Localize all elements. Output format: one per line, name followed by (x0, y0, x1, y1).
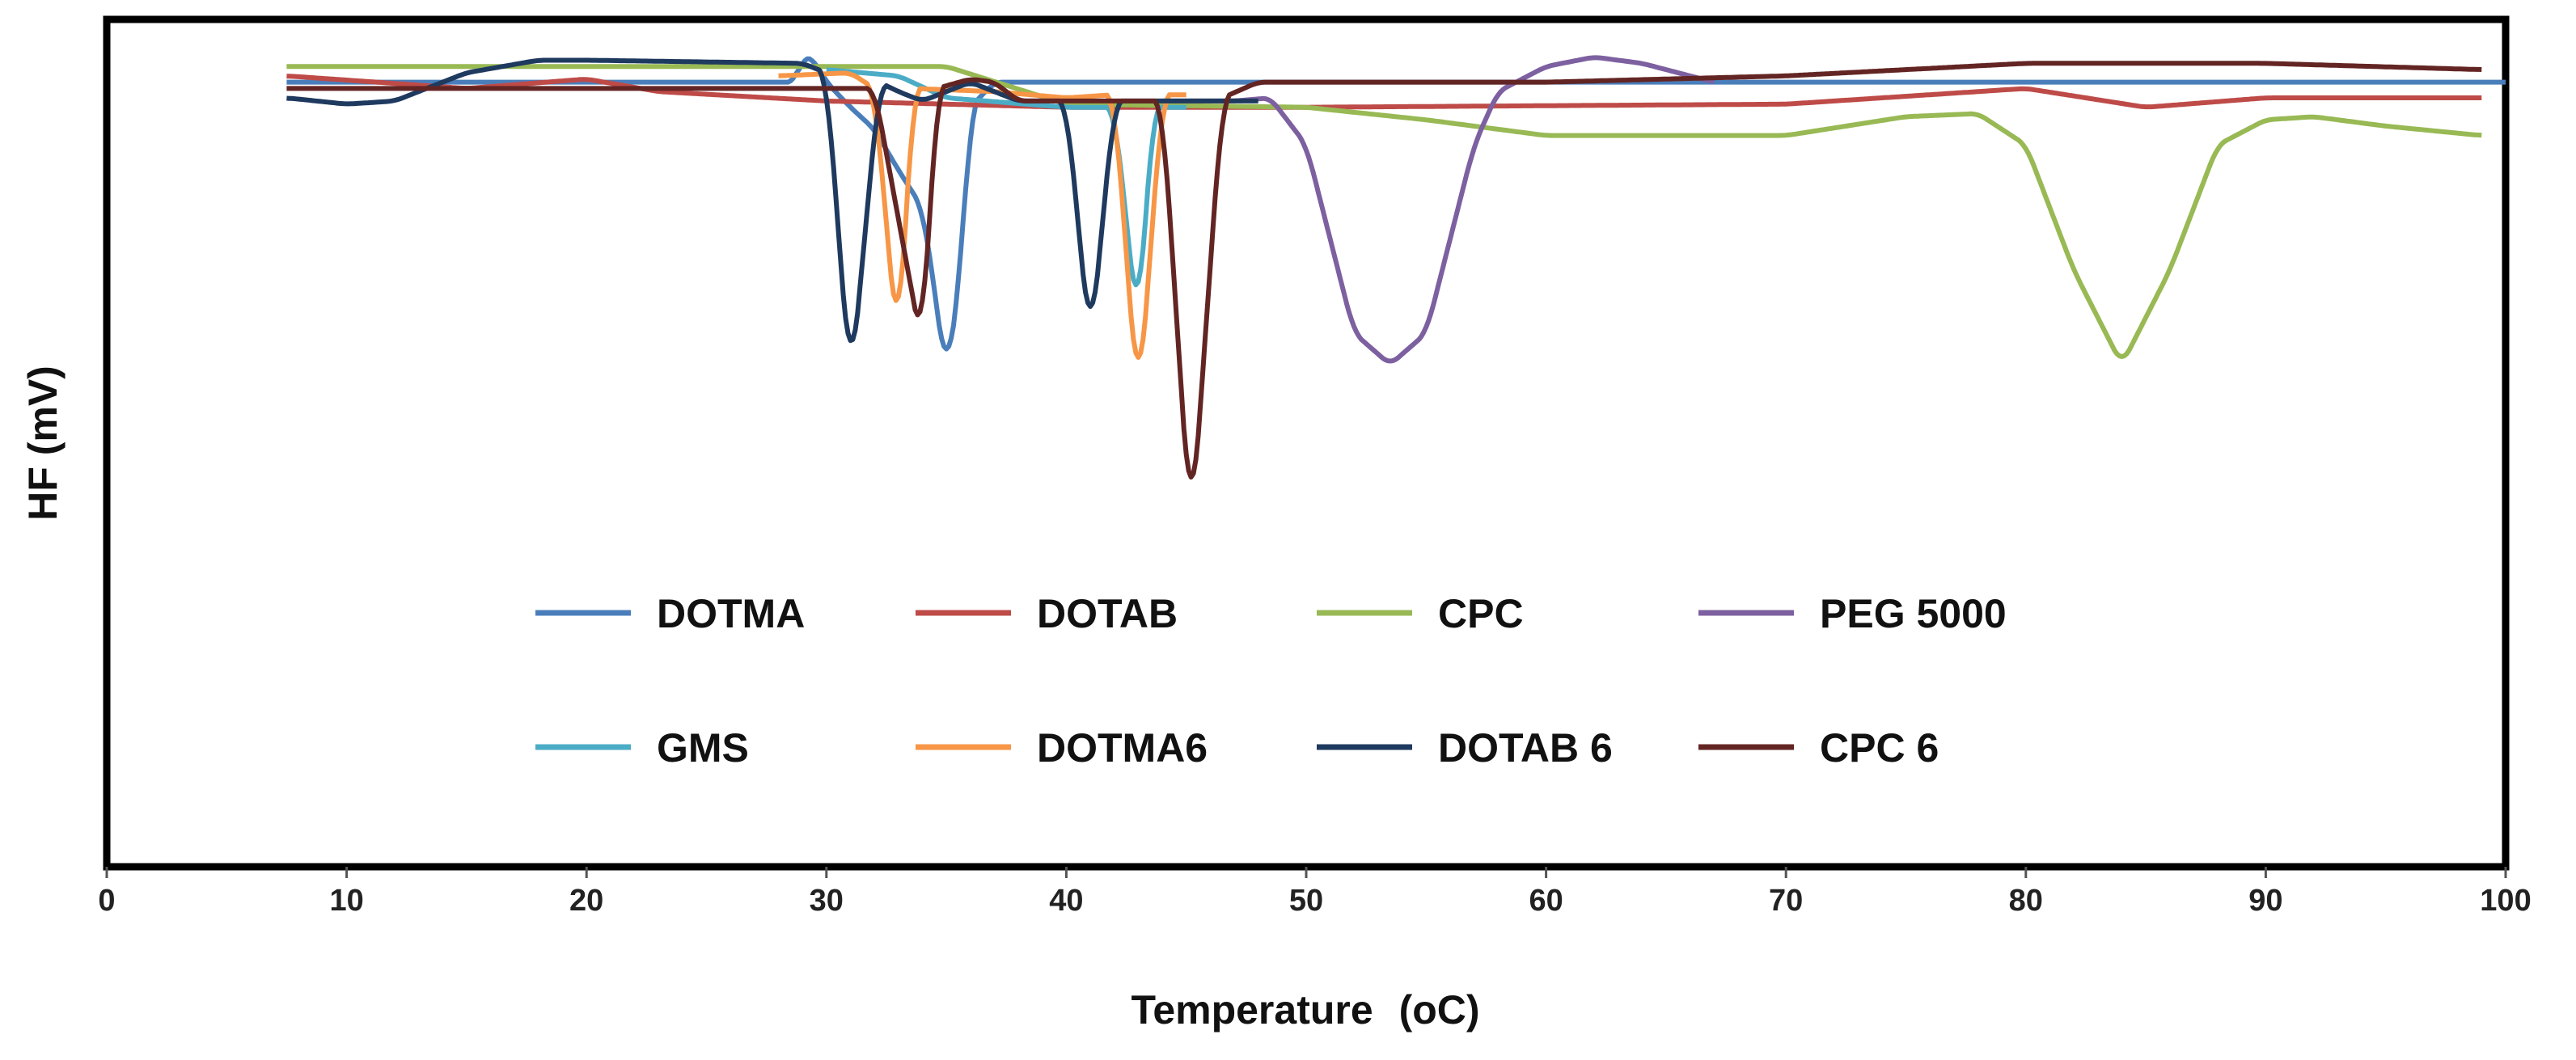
series-line-gms (826, 67, 1186, 288)
series-line-dotab-6 (286, 57, 1258, 344)
x-tick-label: 90 (2248, 884, 2282, 918)
series-line-cpc (286, 64, 2482, 359)
series-line-dotma (286, 56, 2506, 352)
legend: DOTMA DOTAB CPC PEG 5000 GMS DOTMA6 DOTAB 6 CPC… (535, 591, 2007, 771)
x-tick-label: 10 (329, 884, 363, 918)
x-tick-label: 0 (98, 884, 115, 918)
legend-label: CPC 6 (1820, 725, 1939, 771)
series-lines (286, 55, 2506, 480)
x-tick-label: 60 (1529, 884, 1563, 918)
x-tick-label: 70 (1769, 884, 1803, 918)
x-axis-title-text: Temperature (1131, 987, 1373, 1033)
legend-label: DOTMA6 (1037, 725, 1208, 771)
legend-label: GMS (657, 725, 749, 771)
x-tick-label: 50 (1289, 884, 1323, 918)
legend-label: DOTAB 6 (1438, 725, 1613, 771)
x-tick-label: 30 (810, 884, 844, 918)
legend-label: DOTAB (1037, 591, 1178, 636)
x-axis-title: Temperature (oC) (1131, 987, 1479, 1033)
series-line-dotma6 (778, 70, 1186, 360)
x-axis: 0 10 20 30 40 50 60 70 80 90 100 (98, 867, 2532, 918)
x-axis-title-unit: (oC) (1399, 987, 1480, 1033)
x-tick-label: 100 (2480, 884, 2531, 918)
legend-label: PEG 5000 (1820, 591, 2007, 636)
x-tick-label: 40 (1049, 884, 1083, 918)
x-tick-label: 80 (2009, 884, 2043, 918)
series-line-cpc-6 (286, 61, 2482, 480)
legend-label: CPC (1438, 591, 1524, 636)
x-tick-label: 20 (569, 884, 603, 918)
legend-label: DOTMA (657, 591, 805, 636)
y-axis-title: HF (mV) (20, 365, 66, 521)
